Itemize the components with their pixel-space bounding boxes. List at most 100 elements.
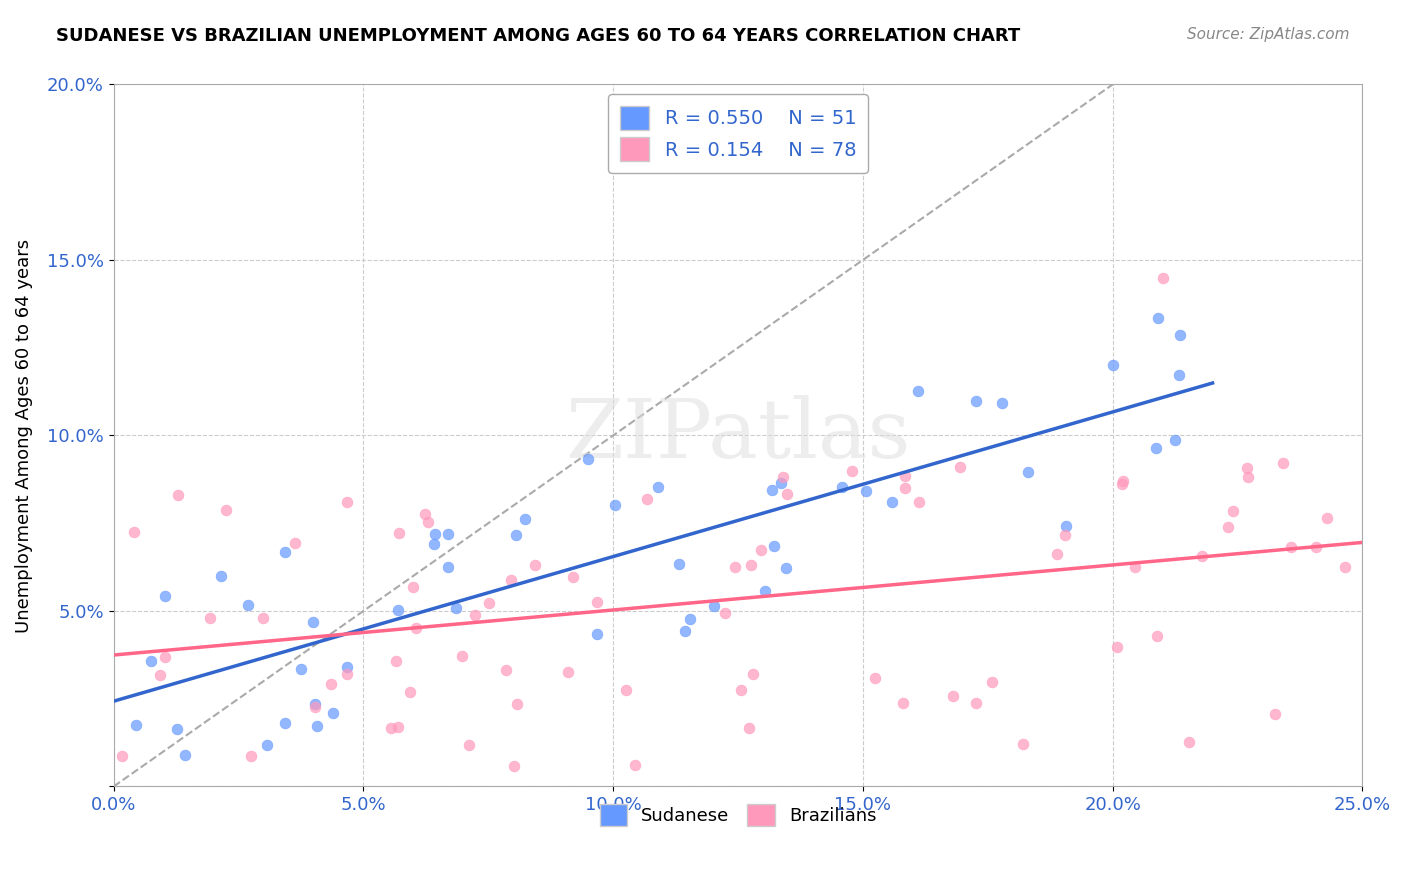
Point — [1168, 368, 1191, 382]
Point — [614, 682, 637, 697]
Point — [478, 596, 501, 610]
Point — [1168, 328, 1191, 343]
Point — [167, 488, 190, 502]
Point — [336, 660, 359, 674]
Point — [991, 395, 1014, 409]
Point — [405, 622, 427, 636]
Point — [1316, 510, 1339, 524]
Point — [1146, 629, 1168, 643]
Point — [335, 494, 357, 508]
Point — [966, 393, 988, 408]
Point — [1144, 441, 1167, 455]
Point — [949, 460, 972, 475]
Point — [557, 665, 579, 680]
Point — [1112, 474, 1135, 488]
Point — [1218, 520, 1240, 534]
Point — [1191, 549, 1213, 563]
Point — [1272, 456, 1295, 470]
Point — [515, 512, 537, 526]
Point — [1046, 547, 1069, 561]
Point — [1164, 433, 1187, 447]
Point — [385, 654, 408, 668]
Point — [256, 738, 278, 752]
Point — [290, 662, 312, 676]
Point — [322, 706, 344, 721]
Point — [174, 747, 197, 762]
Point — [772, 470, 794, 484]
Point — [524, 558, 547, 572]
Point — [1111, 476, 1133, 491]
Point — [775, 561, 797, 575]
Point — [831, 480, 853, 494]
Point — [274, 545, 297, 559]
Point — [458, 738, 481, 752]
Point — [274, 716, 297, 731]
Point — [1017, 465, 1039, 479]
Point — [1222, 504, 1244, 518]
Point — [450, 649, 472, 664]
Point — [215, 503, 238, 517]
Point — [444, 601, 467, 615]
Point — [723, 560, 745, 574]
Point — [399, 684, 422, 698]
Point — [585, 595, 607, 609]
Point — [1264, 706, 1286, 721]
Point — [387, 603, 409, 617]
Point — [141, 654, 163, 668]
Point — [894, 469, 917, 483]
Point — [908, 495, 931, 509]
Point — [576, 451, 599, 466]
Point — [125, 718, 148, 732]
Point — [304, 698, 326, 712]
Point — [738, 721, 761, 735]
Point — [111, 749, 134, 764]
Text: SUDANESE VS BRAZILIAN UNEMPLOYMENT AMONG AGES 60 TO 64 YEARS CORRELATION CHART: SUDANESE VS BRAZILIAN UNEMPLOYMENT AMONG… — [56, 27, 1021, 45]
Point — [1236, 460, 1258, 475]
Point — [763, 539, 786, 553]
Point — [495, 663, 517, 677]
Point — [891, 696, 914, 710]
Point — [321, 677, 343, 691]
Point — [668, 557, 690, 571]
Point — [679, 612, 702, 626]
Text: Source: ZipAtlas.com: Source: ZipAtlas.com — [1187, 27, 1350, 42]
Point — [1305, 540, 1327, 554]
Point — [503, 759, 526, 773]
Legend: Sudanese, Brazilians: Sudanese, Brazilians — [592, 797, 884, 834]
Point — [603, 498, 626, 512]
Point — [423, 527, 446, 541]
Point — [166, 723, 188, 737]
Point — [863, 671, 886, 685]
Point — [1123, 559, 1146, 574]
Point — [153, 589, 176, 603]
Point — [751, 542, 773, 557]
Point — [636, 491, 658, 506]
Point — [841, 464, 863, 478]
Point — [980, 674, 1002, 689]
Point — [402, 581, 425, 595]
Point — [586, 627, 609, 641]
Point — [422, 536, 444, 550]
Point — [209, 569, 232, 583]
Point — [302, 615, 325, 630]
Point — [880, 494, 903, 508]
Point — [754, 584, 776, 599]
Point — [388, 525, 411, 540]
Point — [124, 525, 146, 540]
Text: ZIPatlas: ZIPatlas — [565, 395, 911, 475]
Point — [740, 558, 762, 572]
Point — [380, 721, 402, 735]
Y-axis label: Unemployment Among Ages 60 to 64 years: Unemployment Among Ages 60 to 64 years — [15, 238, 32, 632]
Point — [966, 696, 988, 710]
Point — [770, 475, 793, 490]
Point — [714, 607, 737, 621]
Point — [437, 526, 460, 541]
Point — [761, 483, 783, 498]
Point — [730, 682, 752, 697]
Point — [437, 560, 460, 574]
Point — [506, 697, 529, 711]
Point — [387, 720, 409, 734]
Point — [1107, 640, 1129, 654]
Point — [198, 611, 221, 625]
Point — [742, 667, 765, 681]
